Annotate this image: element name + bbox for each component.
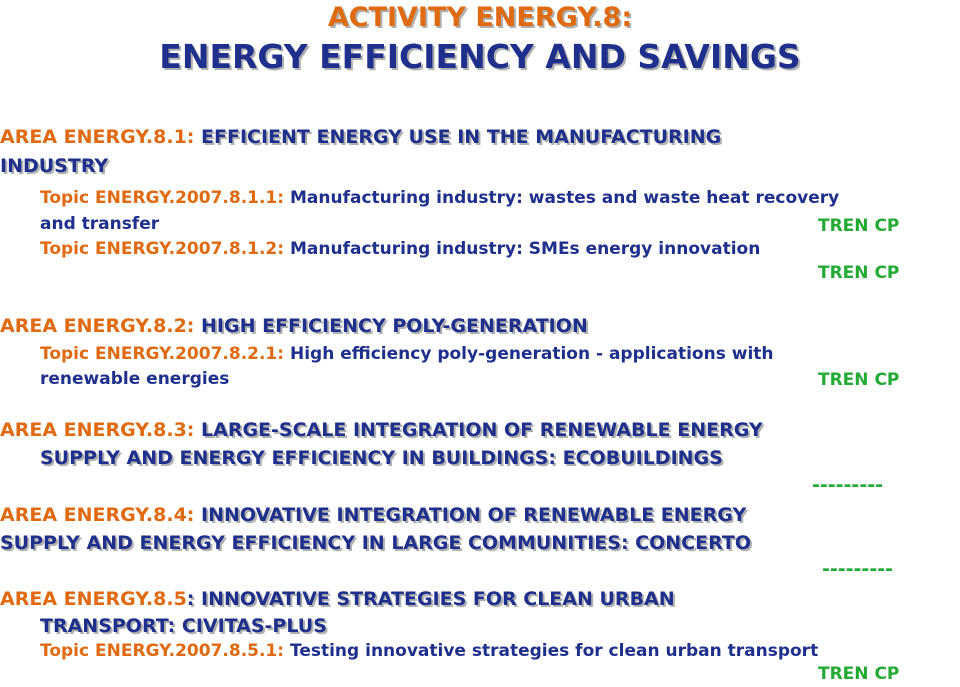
area-code: AREA ENERGY.8.2: (0, 315, 202, 337)
topic-8-1-2: Topic ENERGY.2007.8.1.2: Manufacturing i… (40, 239, 760, 259)
topic-8-2-1: Topic ENERGY.2007.8.2.1: High efficiency… (40, 344, 774, 364)
area-title-continued: SUPPLY AND ENERGY EFFICIENCY IN LARGE CO… (0, 532, 751, 554)
area-code: AREA ENERGY.8.4: (0, 504, 202, 526)
area-title: LARGE-SCALE INTEGRATION OF RENEWABLE ENE… (201, 419, 763, 441)
area-title-continued: TRANSPORT: CIVITAS-PLUS (40, 615, 327, 637)
tren-cp-tag: TREN CP (818, 263, 900, 283)
tren-cp-tag: TREN CP (818, 370, 900, 390)
topic-code: Topic ENERGY.2007.8.5.1: (40, 641, 290, 661)
area-8-4-heading: AREA ENERGY.8.4: INNOVATIVE INTEGRATION … (0, 504, 746, 526)
area-8-2-heading: AREA ENERGY.8.2: HIGH EFFICIENCY POLY-GE… (0, 315, 588, 337)
dashes: --------- (822, 558, 893, 580)
topic-code: Topic ENERGY.2007.8.1.2: (40, 239, 290, 259)
dashes: --------- (812, 474, 883, 496)
tren-cp-tag: TREN CP (818, 216, 900, 236)
topic-code: Topic ENERGY.2007.8.1.1: (40, 188, 290, 208)
topic-8-5-1: Topic ENERGY.2007.8.5.1: Testing innovat… (40, 641, 818, 661)
area-code: AREA ENERGY.8.5 (0, 588, 187, 610)
area-title-continued: SUPPLY AND ENERGY EFFICIENCY IN BUILDING… (40, 447, 723, 469)
area-code: AREA ENERGY.8.3: (0, 419, 202, 441)
topic-code: Topic ENERGY.2007.8.2.1: (40, 344, 290, 364)
area-8-5-heading: AREA ENERGY.8.5: INNOVATIVE STRATEGIES F… (0, 588, 675, 610)
area-title: EFFICIENT ENERGY USE IN THE MANUFACTURIN… (201, 126, 722, 148)
area-title: HIGH EFFICIENCY POLY-GENERATION (201, 315, 588, 337)
area-8-1-heading: AREA ENERGY.8.1: EFFICIENT ENERGY USE IN… (0, 126, 721, 148)
topic-text-continued: renewable energies (40, 369, 230, 389)
topic-text: Manufacturing industry: SMEs energy inno… (289, 239, 761, 259)
topic-text: Manufacturing industry: wastes and waste… (289, 188, 840, 208)
area-title: INNOVATIVE INTEGRATION OF RENEWABLE ENER… (201, 504, 747, 526)
topic-text-continued: and transfer (40, 214, 160, 234)
topic-text: High efficiency poly-generation - applic… (289, 344, 774, 364)
area-title-continued: INDUSTRY (0, 155, 109, 177)
topic-8-1-1: Topic ENERGY.2007.8.1.1: Manufacturing i… (40, 188, 839, 208)
area-code: AREA ENERGY.8.1: (0, 126, 202, 148)
activity-title: ACTIVITY ENERGY.8: (327, 2, 633, 33)
page-title: ENERGY EFFICIENCY AND SAVINGS (159, 37, 801, 76)
area-8-3-heading: AREA ENERGY.8.3: LARGE-SCALE INTEGRATION… (0, 419, 763, 441)
topic-text: Testing innovative strategies for clean … (289, 641, 819, 661)
tren-cp-tag: TREN CP (818, 664, 900, 684)
area-title: : INNOVATIVE STRATEGIES FOR CLEAN URBAN (186, 588, 675, 610)
